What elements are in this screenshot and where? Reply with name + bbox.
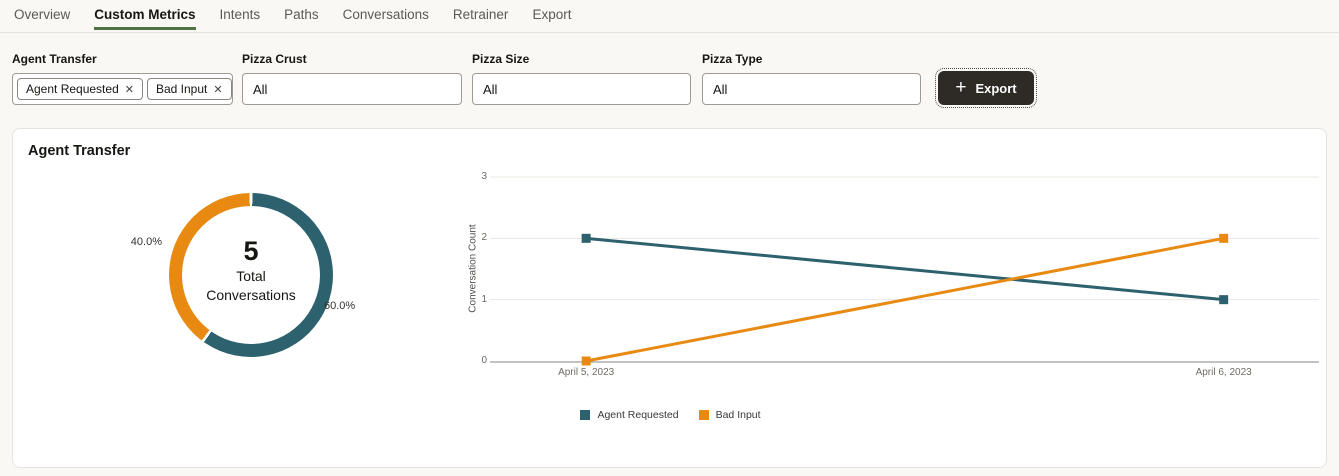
filter-pizza-size-label: Pizza Size xyxy=(472,52,530,66)
total-conversations-value: 5 xyxy=(243,236,259,266)
agent-transfer-card: Agent Transfer 5 Total Conversations 40.… xyxy=(12,128,1327,468)
plus-icon: + xyxy=(955,76,967,98)
data-point-marker[interactable] xyxy=(1219,233,1229,243)
donut-slice-label-bad-input: 40.0% xyxy=(130,236,162,248)
legend-swatch xyxy=(698,410,709,420)
legend-label: Agent Requested xyxy=(597,409,679,421)
tab-intents[interactable]: Intents xyxy=(219,7,261,22)
filter-pizza-type-label: Pizza Type xyxy=(702,52,763,66)
legend-label: Bad Input xyxy=(715,409,761,421)
chart-legend: Agent Requested Bad Input xyxy=(13,409,1328,421)
pizza-size-value: All xyxy=(483,81,498,97)
export-button[interactable]: + Export xyxy=(935,68,1037,108)
export-button-label: Export xyxy=(975,80,1017,96)
line-chart[interactable] xyxy=(13,129,1328,469)
y-tick-label: 2 xyxy=(481,232,487,244)
legend-item[interactable]: Agent Requested xyxy=(580,409,679,421)
pizza-crust-select[interactable]: All xyxy=(242,73,462,105)
chip-bad-input-label: Bad Input xyxy=(155,82,208,96)
tab-export[interactable]: Export xyxy=(532,7,572,22)
pizza-crust-value: All xyxy=(253,81,268,97)
donut-center-text: 5 Total Conversations xyxy=(149,236,353,304)
card-title: Agent Transfer xyxy=(28,143,131,159)
pizza-type-select[interactable]: All xyxy=(702,73,921,105)
chip-remove-icon[interactable]: ✕ xyxy=(124,83,134,96)
tab-conversations[interactable]: Conversations xyxy=(342,7,429,22)
tab-custom-metrics[interactable]: Custom Metrics xyxy=(94,7,196,30)
filter-agent-transfer-label: Agent Transfer xyxy=(12,52,97,66)
donut-hole xyxy=(182,206,320,344)
conversations-label: Conversations xyxy=(206,286,296,303)
filter-pizza-size: Pizza Size All xyxy=(472,52,691,105)
filter-pizza-crust-label: Pizza Crust xyxy=(242,52,307,66)
filter-agent-transfer: Agent Transfer Agent Requested ✕ Bad Inp… xyxy=(12,52,233,105)
data-point-marker[interactable] xyxy=(581,233,591,243)
filter-pizza-crust: Pizza Crust All xyxy=(242,52,462,105)
legend-swatch xyxy=(580,410,591,420)
tab-paths[interactable]: Paths xyxy=(284,7,319,22)
chip-remove-icon[interactable]: ✕ xyxy=(213,83,223,96)
data-point-marker[interactable] xyxy=(1219,295,1229,305)
total-label: Total xyxy=(236,267,266,284)
pizza-size-select[interactable]: All xyxy=(472,73,691,105)
series-line[interactable] xyxy=(585,236,1224,363)
donut-chart[interactable] xyxy=(169,193,333,357)
x-axis-label: April 5, 2023 xyxy=(558,367,615,378)
chip-agent-requested-label: Agent Requested xyxy=(26,82,119,96)
legend-item[interactable]: Bad Input xyxy=(698,409,761,421)
chip-agent-requested[interactable]: Agent Requested ✕ xyxy=(17,78,143,100)
tab-bar: Overview Custom Metrics Intents Paths Co… xyxy=(0,0,1339,33)
x-axis-label: April 6, 2023 xyxy=(1195,367,1252,378)
agent-transfer-select[interactable]: Agent Requested ✕ Bad Input ✕ xyxy=(12,73,233,105)
filter-pizza-type: Pizza Type All xyxy=(702,52,921,105)
tab-overview[interactable]: Overview xyxy=(14,7,71,22)
pizza-type-value: All xyxy=(713,81,728,97)
y-tick-label: 3 xyxy=(481,171,487,182)
y-tick-label: 0 xyxy=(481,355,487,366)
data-point-marker[interactable] xyxy=(581,356,591,366)
chip-bad-input[interactable]: Bad Input ✕ xyxy=(146,78,232,100)
donut-slice-label-agent-requested: 60.0% xyxy=(324,300,356,312)
y-tick-label: 1 xyxy=(481,293,487,305)
y-axis-title: Conversation Count xyxy=(467,224,479,313)
tab-retrainer[interactable]: Retrainer xyxy=(452,7,509,22)
series-line[interactable] xyxy=(586,236,1224,302)
